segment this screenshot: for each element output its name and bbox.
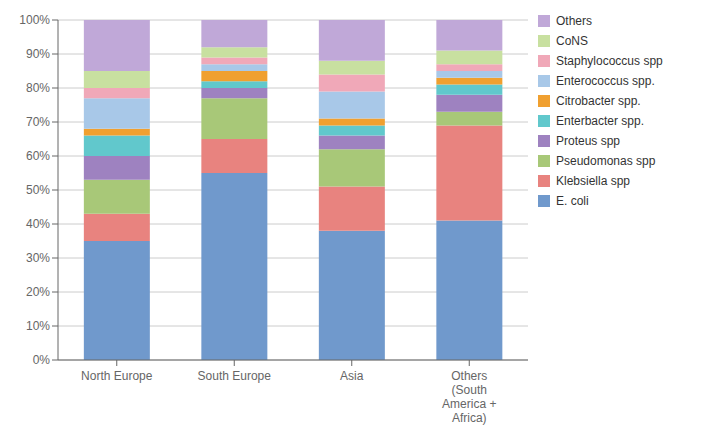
svg-text:Others(SouthAmerica +Africa): Others(SouthAmerica +Africa) [442,369,496,425]
html-text:Enterbacter spp.: Enterbacter spp. [556,114,645,128]
svg-text:South Europe: South Europe [198,369,272,383]
svg-text:60%: 60% [26,149,50,163]
html-text:Proteus spp: Proteus spp [556,134,620,148]
svg-text:Asia: Asia [340,369,364,383]
svg-text:30%: 30% [26,251,50,265]
svg-text:100%: 100% [19,13,50,27]
svg-text:10%: 10% [26,319,50,333]
html-text:Others: Others [556,14,592,28]
svg-text:North Europe: North Europe [81,369,153,383]
svg-text:0%: 0% [33,353,51,367]
svg-text:40%: 40% [26,217,50,231]
svg-text:90%: 90% [26,47,50,61]
html-text:E. coli: E. coli [556,194,589,208]
svg-text:70%: 70% [26,115,50,129]
html-text:CoNS: CoNS [556,34,588,48]
html-text:Enterococcus spp.: Enterococcus spp. [556,74,655,88]
html-text:Klebsiella spp: Klebsiella spp [556,174,630,188]
svg-text:20%: 20% [26,285,50,299]
html-text:Pseudomonas spp: Pseudomonas spp [556,154,656,168]
svg-text:80%: 80% [26,81,50,95]
html-text:Staphylococcus spp: Staphylococcus spp [556,54,663,68]
svg-text:50%: 50% [26,183,50,197]
html-text:Citrobacter spp.: Citrobacter spp. [556,94,641,108]
